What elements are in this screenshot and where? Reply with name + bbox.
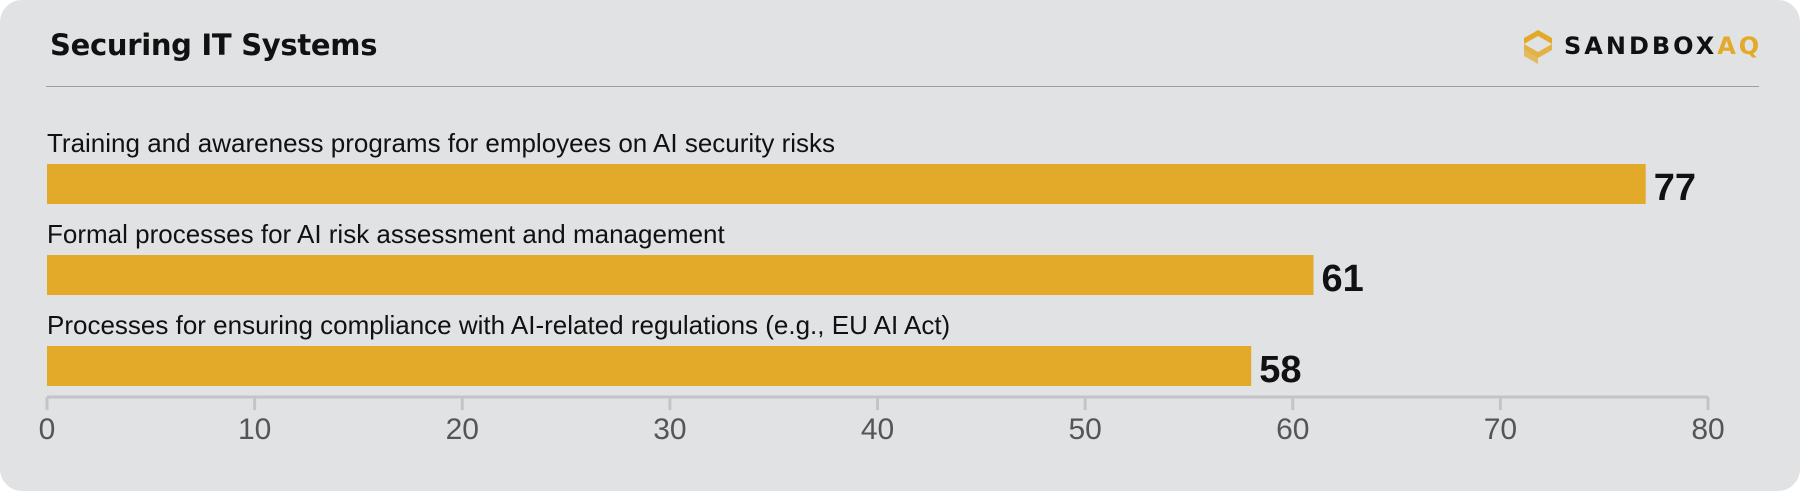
bar	[47, 164, 1646, 204]
chart-title: Securing IT Systems	[50, 28, 378, 62]
x-tick-label: 80	[1691, 413, 1724, 446]
x-tick-label: 70	[1484, 413, 1517, 446]
category-label: Formal processes for AI risk assessment …	[47, 219, 726, 249]
x-tick-label: 40	[861, 413, 894, 446]
x-tick-label: 60	[1276, 413, 1309, 446]
x-tick-label: 50	[1068, 413, 1101, 446]
x-tick-label: 10	[238, 413, 271, 446]
sandboxaq-logo: SANDBOXAQ	[1520, 26, 1762, 66]
category-label: Processes for ensuring compliance with A…	[47, 310, 950, 340]
category-label: Training and awareness programs for empl…	[47, 128, 835, 158]
logo-wordmark-accent: AQ	[1717, 32, 1763, 60]
bar	[47, 346, 1252, 386]
x-tick-label: 20	[446, 413, 479, 446]
value-label: 61	[1322, 258, 1364, 300]
x-tick-label: 0	[39, 413, 56, 446]
logo-wordmark: SANDBOXAQ	[1564, 32, 1762, 60]
x-tick-label: 30	[653, 413, 686, 446]
value-label: 58	[1259, 349, 1301, 391]
logo-wordmark-main: SANDBOX	[1564, 32, 1718, 60]
sandboxaq-logo-icon	[1524, 30, 1552, 64]
bar	[47, 255, 1314, 295]
value-label: 77	[1654, 167, 1696, 209]
header-divider	[46, 86, 1759, 87]
